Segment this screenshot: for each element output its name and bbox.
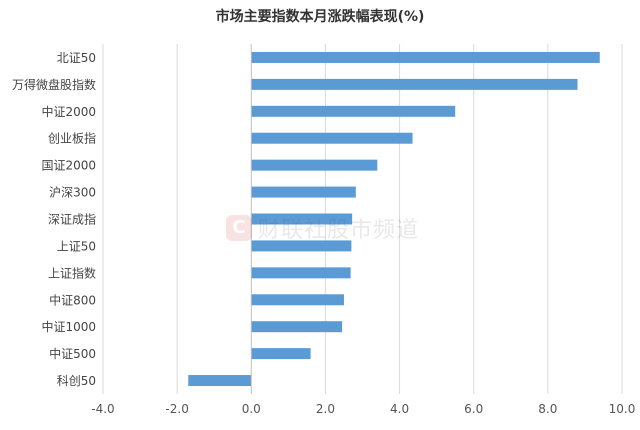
bar [251,240,352,252]
bar [251,78,578,90]
x-tick-label: -2.0 [165,402,188,416]
category-label: 深证成指 [48,212,96,227]
x-tick-label: 6.0 [464,402,483,416]
bar [251,348,311,360]
category-label: 中证2000 [41,104,96,119]
x-tick-label: -4.0 [91,402,114,416]
bar [251,132,413,144]
x-tick-label: 8.0 [538,402,557,416]
category-label: 中证1000 [41,319,96,334]
bar [251,213,353,225]
bar [251,321,343,333]
bar [251,159,378,171]
category-label: 万得微盘股指数 [12,77,96,92]
chart-title: 市场主要指数本月涨跌幅表现(%) [215,9,425,25]
category-label: 北证50 [57,51,96,65]
category-label: 中证500 [49,346,96,361]
x-tick-label: 10.0 [609,402,636,416]
x-tick-label: 0.0 [242,402,261,416]
bar [251,105,456,117]
category-label: 科创50 [57,374,96,388]
category-label: 沪深300 [49,186,96,200]
category-label: 上证50 [57,239,96,253]
bar [251,294,344,306]
x-tick-label: 2.0 [316,402,335,416]
bar [251,51,600,63]
bar [251,186,356,198]
category-label: 国证2000 [41,159,96,173]
bar [251,267,351,279]
category-label: 中证800 [49,292,96,307]
category-label: 创业板指 [48,131,96,146]
category-label: 上证指数 [48,265,96,280]
bar [188,375,252,387]
x-tick-label: 4.0 [390,402,409,416]
